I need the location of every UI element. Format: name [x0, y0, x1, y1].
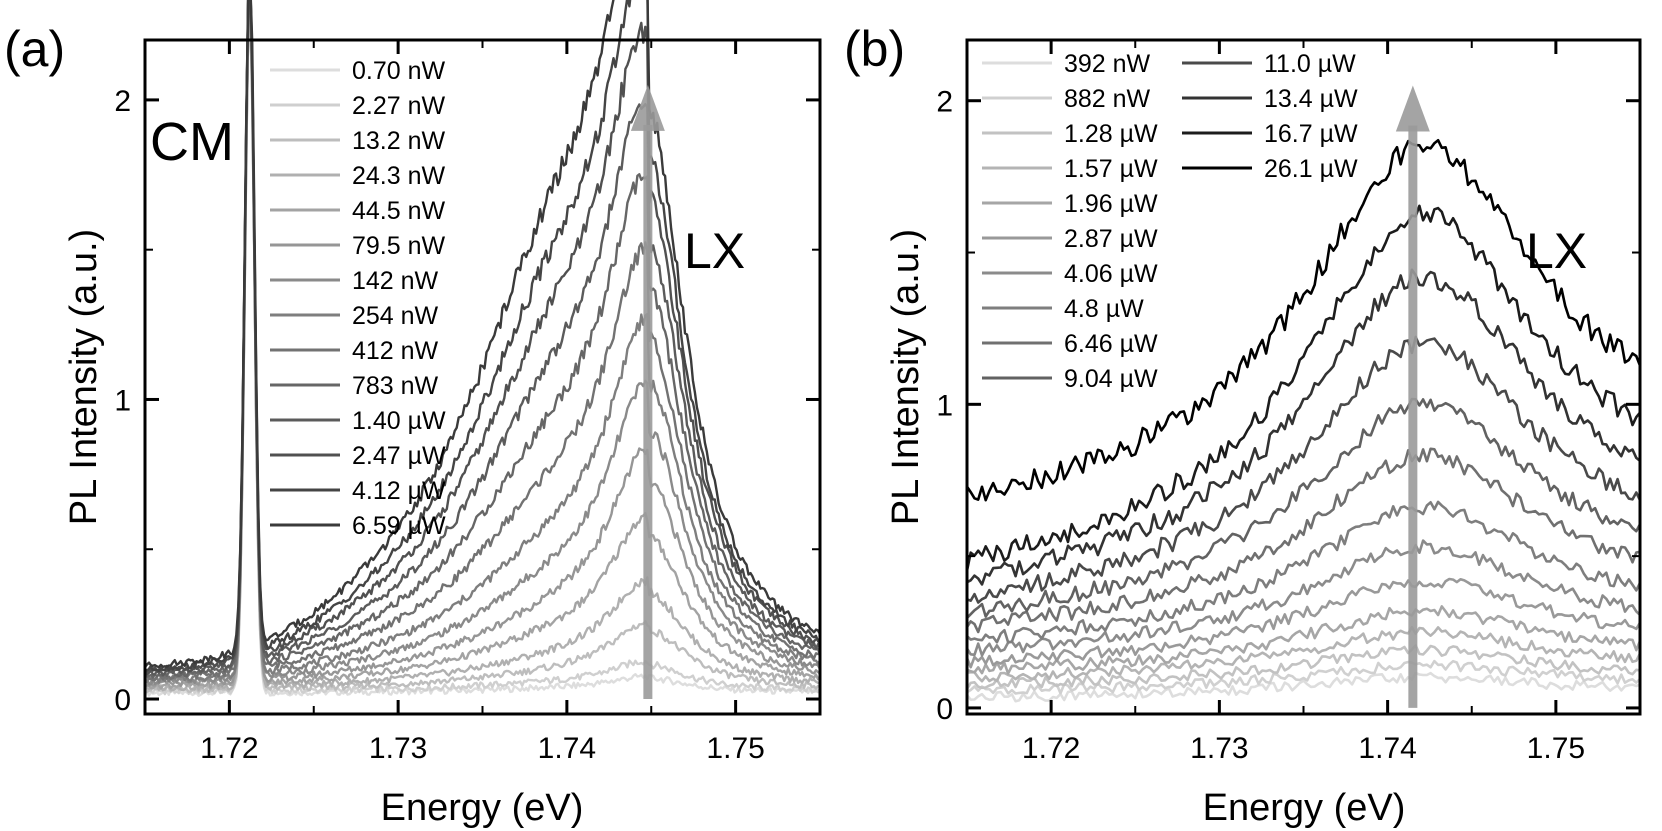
panel-b-legend-label: 882 nW [1064, 85, 1151, 113]
panel-a-legend-label: 79.5 nW [352, 232, 446, 260]
panel-a: (a) CM LX 0.70 nW 2.27 nW 13.2 nW 24.3 nW 44… [4, 0, 822, 829]
panel-a-label: (a) [4, 21, 65, 77]
panel-a-y-tick-label: 1 [114, 384, 131, 417]
panel-b-series-line [966, 335, 1642, 604]
panel-a-series-group [143, 0, 822, 697]
panel-b-x-tick-label: 1.73 [1190, 732, 1248, 765]
panel-b-series-line [965, 138, 1642, 502]
panel-a-legend-label: 1.40 µW [352, 407, 446, 435]
panel-b-series-line [965, 204, 1642, 571]
panel-a-x-axis-label: Energy (eV) [381, 787, 584, 829]
panel-a-y-tick-label: 0 [114, 684, 131, 717]
panel-a-legend-label: 24.3 nW [352, 162, 446, 190]
panel-a-x-tick-label: 1.72 [200, 732, 258, 765]
panel-b-legend-label: 1.28 µW [1064, 120, 1158, 148]
panel-a-ticks: 1.72 1.73 1.74 1.75 0 1 2 [114, 40, 821, 765]
panel-b-x-tick-label: 1.72 [1022, 732, 1080, 765]
panel-b-series-line [966, 268, 1641, 586]
panel-b-y-tick-label: 2 [936, 86, 953, 119]
panel-b-legend-label: 26.1 µW [1264, 155, 1358, 183]
panel-a-legend-label: 142 nW [352, 267, 439, 295]
panel-a-y-tick-label: 2 [114, 85, 131, 118]
panel-b-lx-annotation: LX [1526, 223, 1587, 279]
panel-b-legend-label: 4.06 µW [1064, 260, 1158, 288]
panel-b-series-group [965, 138, 1642, 703]
panel-b-x-tick-label: 1.74 [1358, 732, 1416, 765]
panel-b-legend-label: 16.7 µW [1264, 120, 1358, 148]
panel-b-y-axis-label: PL Intensity (a.u.) [885, 229, 927, 525]
panel-b-series-line [965, 671, 1641, 703]
panel-b-series-line [966, 397, 1642, 619]
panel-b-x-tick-label: 1.75 [1527, 732, 1585, 765]
panel-b-legend-label: 9.04 µW [1064, 365, 1158, 393]
panel-a-legend-label: 254 nW [352, 302, 439, 330]
panel-b-legend-label: 4.8 µW [1064, 295, 1144, 323]
panel-a-lx-annotation: LX [684, 223, 745, 279]
panel-a-legend-label: 2.27 nW [352, 92, 446, 120]
panel-b: (b) LX 392 nW 882 nW 1.28 µW 1.57 µW 1.96 µW… [844, 21, 1642, 829]
panel-a-legend-label: 44.5 nW [352, 197, 446, 225]
panel-a-legend-label: 13.2 nW [352, 127, 446, 155]
panel-b-legend-label: 2.87 µW [1064, 225, 1158, 253]
panel-b-series-line [966, 500, 1642, 644]
panel-b-legend-label: 1.57 µW [1064, 155, 1158, 183]
panel-b-series-line [965, 447, 1641, 634]
panel-b-y-tick-label: 1 [936, 389, 953, 422]
panel-a-legend-label: 783 nW [352, 372, 439, 400]
panel-b-power-arrow [1395, 85, 1430, 708]
panel-b-series-line [966, 625, 1642, 683]
panel-b-legend: 392 nW 882 nW 1.28 µW 1.57 µW 1.96 µW 2.87 µW… [982, 50, 1358, 393]
cm-annotation: CM [150, 112, 234, 172]
panel-a-arrow-head [630, 84, 665, 131]
panel-a-legend-label: 4.12 µW [352, 477, 446, 505]
panel-b-series-line [965, 539, 1641, 657]
panel-b-legend-label: 392 nW [1064, 50, 1151, 78]
panel-a-x-tick-label: 1.75 [706, 732, 764, 765]
panel-a-power-arrow [630, 84, 665, 700]
panel-b-series-line [966, 659, 1641, 695]
panel-a-y-axis-label: PL Intensity (a.u.) [63, 229, 105, 525]
panel-b-label: (b) [844, 21, 905, 77]
panel-b-arrow-head [1395, 85, 1430, 132]
panel-b-legend-label: 11.0 µW [1264, 50, 1356, 78]
panel-a-x-tick-label: 1.74 [538, 732, 596, 765]
panel-a-legend-label: 0.70 nW [352, 57, 446, 85]
panel-a-x-tick-label: 1.73 [369, 732, 427, 765]
panel-b-legend-label: 1.96 µW [1064, 190, 1158, 218]
panel-a-legend: 0.70 nW 2.27 nW 13.2 nW 24.3 nW 44.5 nW 79.5 … [270, 57, 446, 540]
panel-b-legend-label: 13.4 µW [1264, 85, 1358, 113]
panel-a-series-line [144, 0, 822, 669]
panel-a-legend-label: 6.59 µW [352, 512, 446, 540]
panel-b-ticks: 1.72 1.73 1.74 1.75 0 1 2 [936, 40, 1641, 765]
panel-b-series-line [966, 605, 1642, 675]
panel-a-legend-label: 412 nW [352, 337, 439, 365]
panel-b-series-line [965, 577, 1642, 669]
panel-b-series-line [965, 644, 1641, 690]
panel-a-legend-label: 2.47 µW [352, 442, 446, 470]
panel-b-x-axis-label: Energy (eV) [1203, 787, 1406, 829]
panel-b-y-tick-label: 0 [936, 693, 953, 726]
panel-b-legend-label: 6.46 µW [1064, 330, 1158, 358]
